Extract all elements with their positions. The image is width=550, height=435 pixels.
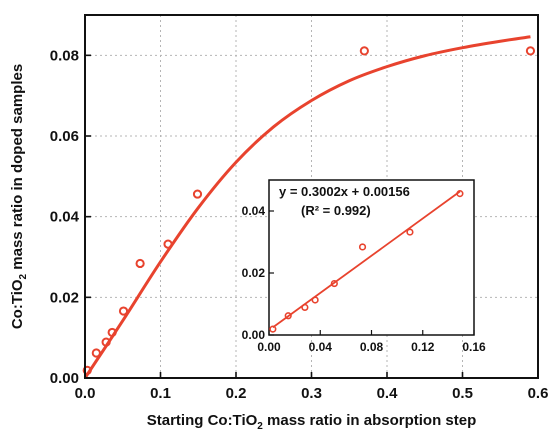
- inset-y-tick-label: 0.00: [242, 328, 266, 342]
- inset-y-tick-label: 0.02: [242, 266, 266, 280]
- data-point: [82, 365, 92, 375]
- inset-data-point: [406, 228, 414, 236]
- data-point: [192, 189, 203, 199]
- main-data-points: [82, 46, 536, 375]
- y-tick-label: 0.02: [50, 289, 79, 306]
- x-tick-label: 0.3: [301, 385, 322, 402]
- y-tick-label: 0.08: [50, 47, 79, 64]
- data-point: [359, 46, 369, 56]
- inset-data-point: [301, 303, 309, 312]
- inset-chart: 0.00 0.04 0.08 0.12 0.16 0.00 0.02 0.04 y = 0.3…: [242, 179, 486, 354]
- inset-data-point: [330, 279, 338, 288]
- x-tick-label: 0.2: [226, 385, 247, 402]
- r-squared-label: (R² = 0.992): [301, 203, 371, 218]
- data-point: [135, 258, 145, 269]
- main-axis-ticks: 0.0 0.1 0.2 0.3 0.4 0.5 0.6 0.00 0.02 0.04 0.06 0.0…: [50, 47, 549, 402]
- inset-data-point: [284, 312, 292, 320]
- inset-data-point: [456, 190, 464, 198]
- inset-x-tick-label: 0.00: [257, 340, 281, 354]
- x-tick-label: 0.1: [150, 385, 171, 402]
- inset-data-point: [269, 325, 277, 333]
- fit-equation: y = 0.3002x + 0.00156: [279, 184, 410, 199]
- y-axis-title: Co:TiO2 mass ratio in doped samples: [9, 64, 29, 329]
- y-tick-label: 0.04: [50, 209, 80, 226]
- data-point: [107, 327, 117, 338]
- data-point: [101, 337, 111, 347]
- data-point: [163, 239, 173, 249]
- y-tick-label: 0.06: [50, 128, 79, 145]
- inset-data-points: [269, 190, 464, 333]
- inset-x-tick-label: 0.08: [360, 340, 384, 354]
- x-tick-label: 0.5: [452, 385, 473, 402]
- x-tick-label: 0.4: [377, 385, 399, 402]
- data-point: [91, 348, 101, 358]
- x-axis-title: Starting Co:TiO2 mass ratio in absorptio…: [147, 412, 477, 432]
- inset-x-tick-label: 0.04: [309, 340, 333, 354]
- x-tick-label: 0.0: [75, 385, 96, 402]
- inset-data-point: [358, 243, 367, 251]
- inset-x-tick-label: 0.16: [462, 340, 486, 354]
- main-fit-curve: [83, 35, 531, 379]
- inset-x-tick-label: 0.12: [411, 340, 435, 354]
- data-point: [525, 46, 536, 56]
- inset-y-tick-label: 0.04: [242, 204, 266, 218]
- x-tick-label: 0.6: [528, 385, 549, 402]
- inset-data-point: [311, 296, 319, 304]
- data-point: [118, 306, 129, 316]
- y-tick-label: 0.00: [50, 370, 79, 387]
- inset-axis-ticks: 0.00 0.04 0.08 0.12 0.16 0.00 0.02 0.04: [242, 204, 486, 354]
